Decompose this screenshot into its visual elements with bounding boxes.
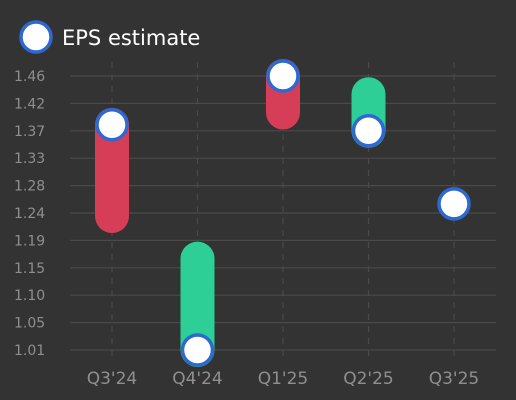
y-tick-label: 1.24 — [14, 206, 45, 222]
y-axis-ticks: 1.01 1.05 1.10 1.15 1.19 1.24 1.28 1.33 1.37 1.42… — [14, 69, 45, 359]
estimate-marker[interactable] — [437, 187, 471, 221]
estimate-marker[interactable] — [180, 333, 215, 367]
x-axis-ticks: Q3'24 Q4'24 Q1'25 Q2'25 Q3'25 — [87, 369, 480, 389]
y-tick-label: 1.28 — [14, 179, 45, 195]
x-tick-label: Q4'24 — [172, 369, 223, 389]
legend-marker — [19, 20, 53, 54]
y-tick-label: 1.10 — [14, 288, 45, 304]
y-tick-label: 1.46 — [14, 69, 45, 85]
y-tick-label: 1.15 — [14, 261, 45, 277]
estimate-marker[interactable] — [95, 107, 129, 142]
x-tick-label: Q3'24 — [87, 369, 138, 389]
y-tick-label: 1.42 — [14, 96, 45, 112]
x-tick-label: Q3'25 — [429, 369, 480, 389]
legend-label: EPS estimate — [62, 26, 200, 50]
estimate-marker[interactable] — [266, 59, 300, 93]
y-tick-label: 1.33 — [14, 151, 45, 167]
y-tick-label: 1.19 — [14, 233, 45, 249]
y-tick-label: 1.01 — [14, 343, 45, 359]
y-tick-label: 1.05 — [14, 316, 45, 332]
y-tick-label: 1.37 — [14, 124, 45, 140]
marker-layer — [95, 59, 471, 367]
x-tick-label: Q2'25 — [343, 369, 394, 389]
estimate-marker[interactable] — [351, 114, 386, 148]
legend[interactable]: EPS estimate — [19, 20, 200, 54]
x-tick-label: Q1'25 — [258, 369, 309, 389]
